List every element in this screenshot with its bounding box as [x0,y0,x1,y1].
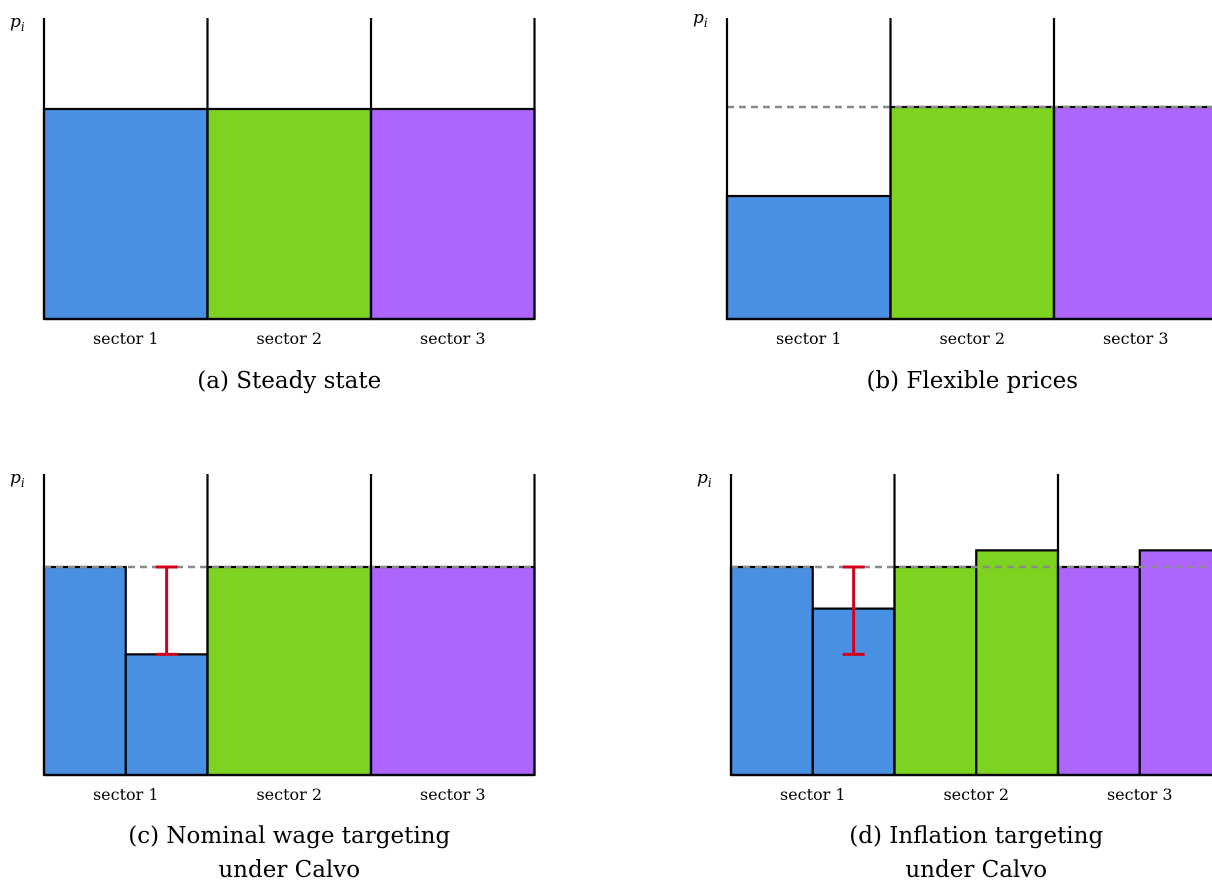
panel-caption: (c) Nominal wage targeting [128,823,450,849]
panel-a: sector 1 sector 2 sector 3 pi (a) Steady sta… [10,12,536,394]
bar-sector-1-part-2 [124,653,209,777]
sector-label-2: sector 2 [943,785,1009,804]
sector-label-2: sector 2 [256,329,322,348]
bar-sector-3-part-1 [1056,565,1141,777]
sector-label-2: sector 2 [256,785,322,804]
gap-marker [155,565,178,656]
panel-caption: (b) Flexible prices [866,368,1078,394]
panel-caption: (d) Inflation targeting [849,823,1103,849]
y-axis-label: pi [697,468,712,490]
sector-label-3: sector 3 [420,329,486,348]
sector-label-2: sector 2 [939,329,1005,348]
bar-sector-3 [369,107,536,321]
y-axis-label: pi [10,12,25,34]
gap-marker [842,565,865,656]
bar-sector-3 [369,565,536,777]
sector-label-3: sector 3 [1103,329,1169,348]
y-axis-label: pi [10,468,25,490]
bar-sector-3-part-2 [1138,549,1212,777]
panel-caption-line-2: under Calvo [905,857,1047,883]
bar-sector-1 [42,107,209,321]
panel-d: sector 1 sector 2 sector 3 pi (d) Inflation … [697,468,1212,883]
bar-sector-2 [206,565,373,777]
sector-label-1: sector 1 [776,329,842,348]
panel-caption-line-2: under Calvo [218,857,360,883]
bar-sector-1-part-1 [42,565,127,777]
panel-c: sector 1 sector 2 sector 3 pi (c) Nominal wa… [10,468,536,883]
sector-label-3: sector 3 [1107,785,1173,804]
sector-label-3: sector 3 [420,785,486,804]
sector-label-1: sector 1 [93,785,159,804]
panel-b: sector 1 sector 2 sector 3 pi (b) Flexible p… [693,8,1212,394]
bar-sector-2-part-1 [893,565,978,777]
sector-label-1: sector 1 [93,329,159,348]
bar-sector-2 [206,107,373,321]
bar-sector-1-part-1 [729,565,814,777]
y-axis-label: pi [693,8,708,30]
bar-sector-1 [725,194,892,321]
sector-label-1: sector 1 [780,785,846,804]
panel-caption: (a) Steady state [197,368,381,394]
bar-sector-2 [889,105,1056,321]
bar-sector-2-part-2 [975,549,1060,777]
bar-sector-3 [1052,105,1212,321]
